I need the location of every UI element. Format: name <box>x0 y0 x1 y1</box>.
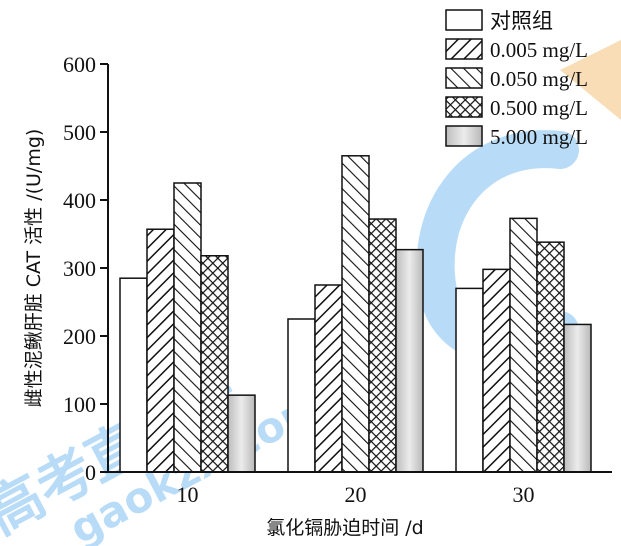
bar-30-series-1 <box>482 268 511 473</box>
bar-20-series-4 <box>395 248 424 473</box>
bar-30-series-2 <box>509 217 538 473</box>
x-axis-title: 氯化镉胁迫时间 /d <box>266 517 424 539</box>
x-ticks: 10 20 30 <box>177 482 535 507</box>
x-tick-label: 20 <box>345 482 367 507</box>
bar-30-series-0 <box>455 287 484 473</box>
legend-label: 0.050 mg/L <box>490 67 588 91</box>
bar-30-series-3 <box>536 241 565 473</box>
bar-10-series-4 <box>227 394 256 473</box>
bar-20-series-3 <box>368 218 397 473</box>
bar-10-series-0 <box>119 277 148 473</box>
y-tick-label: 600 <box>63 52 96 77</box>
plot-area <box>119 155 592 473</box>
bar-30-series-4 <box>563 323 592 473</box>
legend-label: 0.005 mg/L <box>490 38 588 62</box>
legend-swatch-0 <box>445 9 483 31</box>
y-tick-label: 200 <box>63 324 96 349</box>
legend-label: 对照组 <box>490 9 553 33</box>
y-tick-label: 300 <box>63 256 96 281</box>
bar-10-series-1 <box>146 228 175 473</box>
bar-10-series-2 <box>173 182 202 473</box>
x-tick-label: 10 <box>177 482 199 507</box>
bar-20-series-2 <box>341 155 370 473</box>
legend-swatch-3 <box>445 96 483 118</box>
y-tick-label: 100 <box>63 392 96 417</box>
bar-20-series-0 <box>287 318 316 473</box>
y-tick-label: 400 <box>63 188 96 213</box>
y-tick-label: 0 <box>85 460 96 485</box>
legend-label: 5.000 mg/L <box>490 125 588 149</box>
legend-swatch-4 <box>445 125 483 147</box>
legend-label: 0.500 mg/L <box>490 96 588 120</box>
y-tick-label: 500 <box>63 120 96 145</box>
legend-swatch-1 <box>445 38 483 60</box>
watermark-logo-arrow <box>560 40 621 120</box>
bar-20-series-1 <box>314 284 343 473</box>
bar-10-series-3 <box>200 255 229 473</box>
y-axis-title: 雌性泥鳅肝脏 CAT 活性 /(U/mg) <box>23 129 45 408</box>
legend-swatch-2 <box>445 67 483 89</box>
legend: 对照组 0.005 mg/L 0.050 mg/L 0.500 mg/L 5.000 m… <box>445 9 588 149</box>
y-ticks: 0 100 200 300 400 500 600 <box>63 52 108 485</box>
x-tick-label: 30 <box>513 482 535 507</box>
